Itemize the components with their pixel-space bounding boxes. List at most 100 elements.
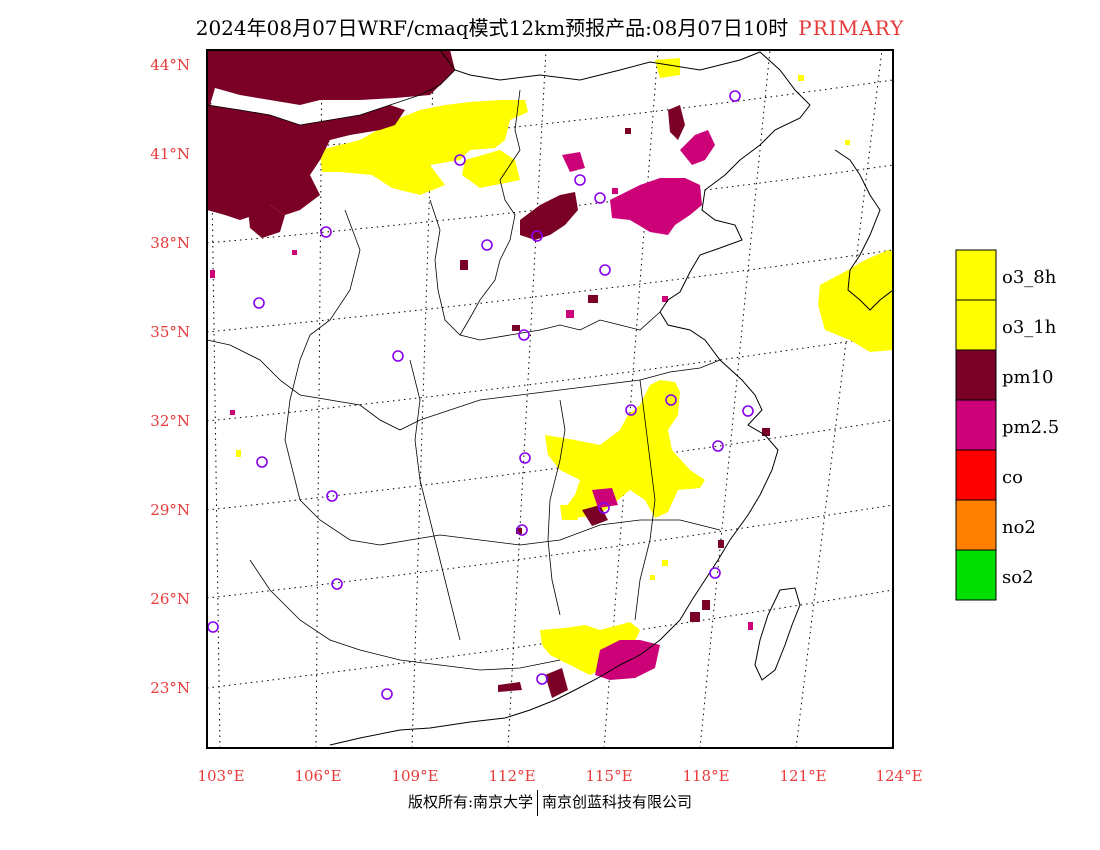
pm10-cell	[718, 540, 724, 548]
o3-patch-north-east	[462, 150, 520, 188]
o3-patch-south-small	[560, 505, 578, 520]
station-marker	[516, 524, 528, 536]
legend-label: pm10	[1002, 367, 1054, 388]
station-marker	[320, 226, 332, 238]
border-inner-mongolia-shanxi	[459, 89, 521, 336]
legend: o3_8h o3_1h pm10 pm2.5 co no2 so2	[955, 249, 1059, 601]
lat-label: 38°N	[150, 234, 190, 252]
legend-label: o3_1h	[1002, 317, 1057, 338]
pm25-cell	[566, 310, 574, 318]
lat-label: 26°N	[150, 590, 190, 608]
parallel-35n	[207, 249, 893, 333]
pm25-patch-central	[592, 488, 618, 508]
pm25-cell	[748, 622, 753, 630]
copyright-right: 南京创蓝科技有限公司	[542, 793, 693, 811]
legend-swatch-pm10	[955, 349, 997, 401]
lat-label: 35°N	[150, 323, 190, 341]
pm10-patch-northeast	[668, 105, 685, 140]
station-marker	[519, 452, 531, 464]
meridian-103e	[209, 50, 221, 748]
o3-cell	[650, 575, 655, 580]
legend-swatch-o3-8h	[955, 249, 997, 301]
station-marker	[531, 230, 543, 242]
border-west	[284, 209, 361, 501]
legend-swatch-o3-1h	[955, 299, 997, 351]
o3-patch-north	[320, 100, 528, 195]
title-main: 2024年08月07日WRF/cmaq模式12km预报产品:08月07日10时	[195, 16, 789, 40]
legend-swatch-so2	[955, 549, 997, 601]
o3-cell	[236, 450, 241, 457]
station-markers	[207, 90, 754, 700]
station-marker	[729, 90, 741, 102]
lon-label: 103°E	[197, 767, 244, 785]
o3-patch-south	[540, 622, 640, 675]
legend-label: no2	[1002, 517, 1036, 538]
o3-cell	[662, 560, 668, 566]
lon-label: 118°E	[682, 767, 729, 785]
scattered-cells	[210, 75, 850, 630]
station-marker	[665, 394, 677, 406]
lon-label: 121°E	[779, 767, 826, 785]
o3-cell	[798, 75, 804, 81]
o3-cell	[845, 140, 850, 145]
pm25-cell	[230, 410, 235, 415]
o3-patch-central	[545, 380, 705, 518]
station-marker	[599, 264, 611, 276]
lon-label: 106°E	[294, 767, 341, 785]
pm10-patch-guangxi	[498, 682, 522, 692]
lon-label: 124°E	[875, 767, 922, 785]
korea-outline	[834, 149, 893, 311]
meridian-112e	[507, 50, 547, 748]
footer-separator	[537, 790, 539, 816]
station-marker	[536, 673, 548, 685]
station-marker	[625, 404, 637, 416]
legend-swatch-pm25	[955, 399, 997, 451]
province-boundaries	[207, 69, 721, 671]
pm25-cell	[210, 270, 215, 278]
pm10-patch-central	[582, 505, 608, 526]
pm25-patch-zhangjiakou	[562, 152, 585, 172]
legend-label: o3_8h	[1002, 267, 1057, 288]
map-frame-border	[206, 49, 894, 749]
station-marker	[518, 329, 530, 341]
lat-label: 41°N	[150, 145, 190, 163]
lon-label: 109°E	[391, 767, 438, 785]
parallel-29n	[207, 419, 893, 511]
border-hunan-jiangxi	[547, 399, 566, 616]
border-south-line	[299, 499, 721, 546]
pm10-patch-shanxi	[520, 192, 578, 240]
copyright-left: 版权所有:南京大学	[407, 793, 534, 811]
pm10-cell	[588, 295, 598, 303]
station-marker	[594, 192, 606, 204]
station-marker	[256, 456, 268, 468]
pm10-cell	[762, 428, 770, 436]
legend-swatch-no2	[955, 499, 997, 551]
meridian-118e	[699, 50, 771, 748]
border-southwest	[249, 559, 561, 671]
map-title: 2024年08月07日WRF/cmaq模式12km预报产品:08月07日10时 P…	[0, 12, 1100, 41]
o3-areas	[320, 58, 893, 675]
border-north-china	[429, 199, 661, 341]
border-mongolia	[207, 69, 456, 126]
pm10-cell	[690, 612, 700, 622]
meridian-109e	[411, 50, 435, 748]
pm10-cell	[460, 260, 468, 270]
pm10-patch-guangdong	[545, 668, 568, 698]
pm10-cell	[512, 325, 520, 331]
station-marker	[253, 297, 265, 309]
station-marker	[381, 688, 393, 700]
copyright-footer: 版权所有:南京大学 南京创蓝科技有限公司	[0, 790, 1100, 816]
coastline	[329, 50, 811, 746]
lat-labels: 44°N 41°N 38°N 35°N 32°N 29°N 26°N 23°N	[150, 56, 190, 697]
o3-patch-far-north	[655, 58, 680, 78]
lat-label: 29°N	[150, 501, 190, 519]
pm10-areas	[207, 50, 685, 698]
pm25-cell	[292, 250, 297, 255]
station-marker	[392, 350, 404, 362]
lon-label: 115°E	[585, 767, 632, 785]
pm25-cell	[662, 296, 668, 302]
station-marker	[598, 502, 610, 514]
station-marker	[709, 567, 721, 579]
station-marker	[712, 440, 724, 452]
